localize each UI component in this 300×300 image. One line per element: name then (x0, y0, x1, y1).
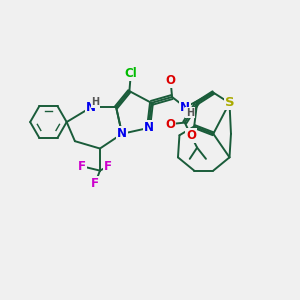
Text: F: F (104, 160, 112, 173)
Text: N: N (86, 101, 96, 114)
Text: O: O (165, 118, 175, 130)
Text: S: S (225, 96, 234, 110)
Text: O: O (166, 74, 176, 87)
Text: H: H (186, 108, 194, 118)
Text: H: H (92, 97, 100, 107)
Text: Cl: Cl (124, 67, 137, 80)
Text: N: N (117, 127, 127, 140)
Text: N: N (143, 122, 154, 134)
Text: F: F (78, 160, 86, 173)
Text: N: N (180, 101, 190, 114)
Text: F: F (91, 177, 99, 190)
Text: O: O (186, 129, 196, 142)
